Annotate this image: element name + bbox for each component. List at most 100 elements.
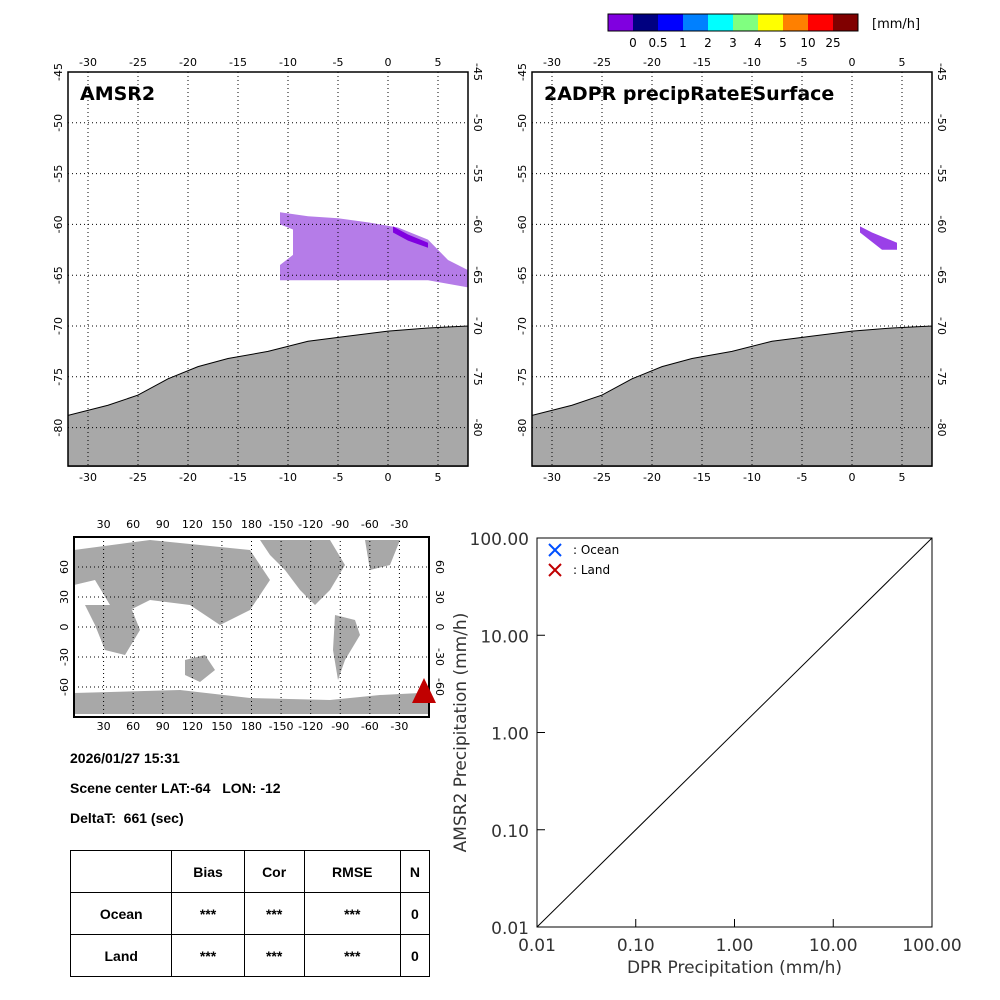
lon-tick-label: -25 [129, 56, 147, 69]
lat-tick-label: -75 [471, 368, 484, 386]
lat-tick-label: 0 [58, 624, 71, 631]
cell: *** [243, 892, 305, 935]
lon-tick-label: -60 [361, 518, 379, 531]
lon-tick-label: -5 [797, 56, 808, 69]
globe-locator-map: 30 30 60 60 90 90 120 120 150 150 180 180 -150 -150 -1… [58, 518, 445, 733]
table-header-row: Bias Cor RMSE N [69, 850, 431, 893]
lon-tick-label: 0 [849, 471, 856, 484]
cell: *** [171, 934, 245, 977]
lat-tick-label: -50 [471, 114, 484, 132]
colorbar-swatch [658, 14, 683, 31]
colorbar-swatch [833, 14, 858, 31]
lon-tick-label: -10 [279, 471, 297, 484]
delta-t: DeltaT: 661 (sec) [70, 810, 184, 826]
lon-tick-label: -120 [298, 518, 323, 531]
lon-tick-label: -30 [543, 471, 561, 484]
lat-tick-label: -80 [471, 419, 484, 437]
lon-tick-label: -25 [593, 471, 611, 484]
precip-area-heavy [393, 226, 428, 248]
colorbar-swatch [733, 14, 758, 31]
lon-tick-label: -150 [269, 518, 294, 531]
lon-tick-label: -150 [269, 720, 294, 733]
lat-tick-label: -70 [516, 317, 529, 335]
y-tick-label: 10.00 [480, 627, 529, 647]
amsr2-map: -30-30-25-25-20-20-15-15-10-10-5-50055-4… [52, 56, 484, 484]
lon-tick-label: -15 [229, 471, 247, 484]
lat-tick-label: -55 [516, 165, 529, 183]
legend-label: : Ocean [573, 543, 619, 557]
lon-tick-label: 0 [385, 471, 392, 484]
colorbar-label: 10 [800, 36, 815, 50]
lat-tick-label: -60 [433, 678, 445, 696]
lon-tick-label: 5 [435, 471, 442, 484]
lon-tick-label: -20 [643, 471, 661, 484]
continent [260, 540, 345, 605]
cell: *** [243, 934, 305, 977]
x-tick-label: 0.10 [617, 936, 655, 956]
lon-tick-label: -30 [79, 56, 97, 69]
colorbar: 0 0.5 1 2 3 4 5 10 25 [mm/h] [607, 13, 920, 50]
header-cell: N [399, 850, 431, 893]
header-cell: RMSE [303, 850, 401, 893]
lat-tick-label: -80 [935, 419, 948, 437]
lon-tick-label: 5 [435, 56, 442, 69]
lon-tick-label: -20 [179, 56, 197, 69]
lat-tick-label: -75 [516, 368, 529, 386]
lon-tick-label: 0 [849, 56, 856, 69]
one-to-one-line [536, 537, 933, 928]
legend-marker [548, 543, 562, 557]
colorbar-swatch [758, 14, 783, 31]
lat-tick-label: -80 [52, 419, 65, 437]
x-tick-label: 100.00 [902, 936, 961, 956]
y-axis-label: AMSR2 Precipitation (mm/h) [451, 613, 471, 853]
lat-tick-label: -50 [935, 114, 948, 132]
lon-tick-label: 150 [211, 518, 232, 531]
lat-tick-label: -60 [58, 678, 71, 696]
header-cell: Cor [243, 850, 305, 893]
table-row: Ocean *** *** *** 0 [69, 892, 431, 935]
lon-tick-label: 5 [899, 56, 906, 69]
lon-tick-label: -5 [333, 56, 344, 69]
lon-tick-label: -5 [797, 471, 808, 484]
lon-tick-label: 90 [156, 720, 170, 733]
lon-tick-label: -120 [298, 720, 323, 733]
scatter-plot: 0.010.01 0.10 0.10 1.00 1.00 10.00 10.00 100.00… [451, 530, 962, 978]
lon-tick-label: -90 [331, 518, 349, 531]
cell: Land [69, 934, 173, 977]
dpr-map: -30-30-25-25-20-20-15-15-10-10-5-50055-4… [516, 56, 948, 484]
precip-area [280, 212, 468, 288]
cell: *** [303, 892, 401, 935]
colorbar-label: 0 [629, 36, 637, 50]
lat-tick-label: 60 [433, 560, 445, 574]
map-frame [67, 71, 469, 467]
table-row: Land *** *** *** 0 [69, 934, 431, 977]
lat-tick-label: 30 [433, 590, 445, 604]
cell: *** [171, 892, 245, 935]
lon-tick-label: 90 [156, 518, 170, 531]
lat-tick-label: -45 [471, 63, 484, 81]
x-tick-label: 10.00 [809, 936, 858, 956]
colorbar-unit: [mm/h] [872, 17, 920, 32]
continent [74, 540, 270, 625]
lon-tick-label: 120 [182, 518, 203, 531]
lat-tick-label: -65 [471, 266, 484, 284]
colorbar-label: 1 [679, 36, 687, 50]
scene-center: Scene center LAT:-64 LON: -12 [70, 780, 281, 796]
lon-tick-label: -60 [361, 720, 379, 733]
map-title: AMSR2 [80, 83, 155, 105]
lon-tick-label: 150 [211, 720, 232, 733]
continent [365, 540, 400, 570]
legend-marker [548, 563, 562, 577]
lon-tick-label: -30 [543, 56, 561, 69]
lon-tick-label: -15 [693, 56, 711, 69]
lon-tick-label: -20 [643, 56, 661, 69]
colorbar-swatch [683, 14, 708, 31]
cell: Ocean [69, 892, 173, 935]
stats-table: Bias Cor RMSE N Ocean *** *** *** 0 Land *** *** *… [69, 850, 431, 977]
lat-tick-label: -70 [935, 317, 948, 335]
lat-tick-label: -75 [935, 368, 948, 386]
lon-tick-label: 5 [899, 471, 906, 484]
header-cell: Bias [171, 850, 245, 893]
lat-tick-label: -30 [433, 648, 445, 666]
lat-tick-label: -50 [516, 114, 529, 132]
